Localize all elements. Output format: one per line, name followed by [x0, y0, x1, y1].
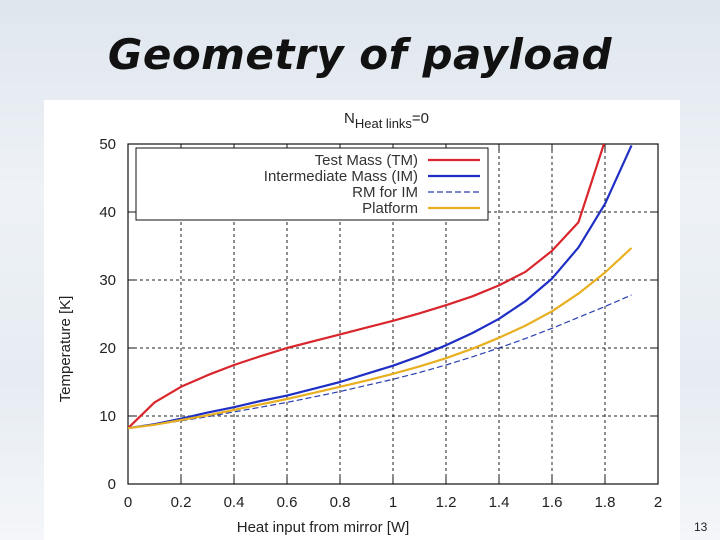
legend-label-3: Platform: [362, 200, 418, 217]
legend-label-0: Test Mass (TM): [315, 152, 418, 169]
line-chart: 0 0.2 0.4 0.6 0.8 1 1.2 1.4 1.6 1.8 201020304050He…: [57, 110, 662, 536]
y-tick-label-4: 40: [99, 204, 116, 221]
x-tick-label-0: 0: [124, 494, 132, 511]
chart-title-subscript: Heat links: [355, 116, 413, 131]
x-tick-label-5: 1: [389, 494, 397, 511]
series-line-2: [128, 294, 632, 429]
x-axis-title: Heat input from mirror [W]: [237, 519, 410, 536]
x-tick-label-7: 1.4: [489, 494, 510, 511]
chart-title-suffix: =0: [412, 110, 429, 127]
y-tick-label-3: 30: [99, 272, 116, 289]
chart-panel: 0 0.2 0.4 0.6 0.8 1 1.2 1.4 1.6 1.8 2 0 10 20 30 40 50 He…: [44, 100, 680, 540]
legend-label-1: Intermediate Mass (IM): [264, 168, 418, 185]
x-tick-label-1: 0.2: [171, 494, 192, 511]
slide-title: Geometry of payload: [107, 30, 613, 79]
chart-title-main: N: [344, 110, 355, 127]
x-tick-label-3: 0.6: [277, 494, 298, 511]
series-line-1: [128, 144, 633, 430]
series-line-3: [128, 247, 633, 430]
y-tick-label-5: 50: [99, 136, 116, 153]
y-axis-title: Temperature [K]: [57, 296, 74, 403]
x-tick-label-2: 0.4: [224, 494, 245, 511]
legend-label-2: RM for IM: [352, 184, 418, 201]
x-tick-label-8: 1.6: [542, 494, 563, 511]
chart-title: NHeat links=0: [344, 110, 429, 131]
x-tick-label-9: 1.8: [595, 494, 616, 511]
y-tick-label-0: 0: [108, 476, 116, 493]
y-tick-label-2: 20: [99, 340, 116, 357]
series-line-0: [128, 144, 606, 429]
x-tick-label-4: 0.8: [330, 494, 351, 511]
y-tick-label-1: 10: [99, 408, 116, 425]
x-tick-label-6: 1.2: [436, 494, 457, 511]
page-number: 13: [694, 520, 708, 534]
x-tick-label-10: 2: [654, 494, 662, 511]
